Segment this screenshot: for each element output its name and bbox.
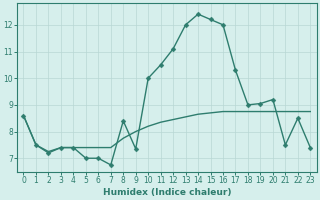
X-axis label: Humidex (Indice chaleur): Humidex (Indice chaleur) [103,188,231,197]
